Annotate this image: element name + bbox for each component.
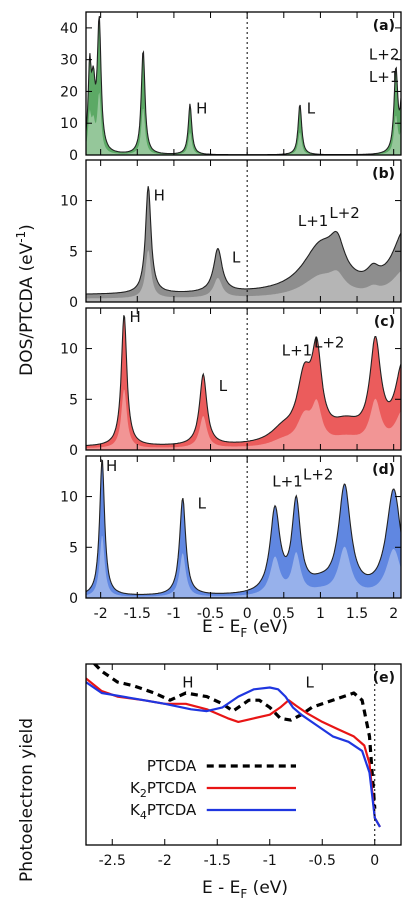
x-tick-label-e: -0.5: [309, 853, 336, 869]
panel-d: 0 5 10 -2 -1.5 -1 -0.5 0 0.5 1 1.5 2 (d) H L L+1 L+2: [60, 455, 402, 622]
panel-label-c: (c): [374, 314, 395, 330]
panel-c: 0 5 10 (c) H L L+1 L+2: [60, 307, 402, 459]
x-tick-label-d: 2: [389, 606, 398, 622]
panel-label-a: (a): [373, 18, 395, 34]
plot-area-e: [86, 664, 381, 828]
y-tick-label-d: 10: [60, 490, 78, 506]
x-tick-label-d: 0: [243, 606, 252, 622]
dos-inner-c: [86, 389, 401, 450]
dos-line-d: [86, 458, 401, 595]
legend-label-k4ptcda: K4PTCDA: [130, 801, 197, 822]
peak-label-d: L+1: [272, 472, 302, 490]
frame-e: [85, 663, 402, 846]
x-tick-label-d: 1: [316, 606, 325, 622]
dos-inner-a: [86, 92, 401, 155]
panel-a: 0 10 20 30 40 (a) H L L+2 L+1: [60, 11, 402, 164]
peak-label-e: H: [182, 674, 193, 692]
dos-inner-d: [86, 535, 401, 598]
x-tick-label-e: -2.5: [99, 853, 126, 869]
y-tick-label-d: 5: [69, 540, 78, 556]
peak-label-a: L: [307, 100, 316, 118]
x-tick-label-d: -1: [167, 606, 181, 622]
plot-area-d: [86, 458, 401, 598]
y-tick-label-a: 0: [69, 148, 78, 164]
dos-fill-a: [86, 16, 401, 155]
series-line-ptcda: [92, 664, 377, 809]
y-tick-label-b: 5: [69, 244, 78, 260]
panel-label-d: (d): [372, 462, 395, 478]
y-tick-label-c: 0: [69, 443, 78, 459]
top-y-axis-title: DOS/PTCDA (eV-1): [14, 224, 37, 376]
panel-b: 0 5 10 (b) H L L+1 L+2: [60, 159, 402, 311]
x-tick-label-d: -1.5: [124, 606, 151, 622]
peak-label-c: H: [129, 308, 140, 326]
peak-label-a: L+1: [369, 68, 399, 86]
dos-fill-b: [86, 186, 401, 302]
frame-b: [85, 159, 402, 303]
peak-label-a: H: [196, 100, 207, 118]
y-tick-label-c: 5: [69, 392, 78, 408]
y-tick-label-b: 10: [60, 194, 78, 210]
panel-label-e: (e): [373, 670, 395, 686]
dos-line-c: [86, 315, 401, 447]
x-tick-label-d: 0.5: [273, 606, 295, 622]
bottom-x-axis-title: E - EF (eV): [202, 878, 288, 901]
x-tick-label-d: -0.5: [197, 606, 224, 622]
plot-area-b: [86, 186, 401, 302]
y-tick-label-a: 40: [60, 21, 78, 37]
y-tick-label-a: 10: [60, 116, 78, 132]
frame-d: [85, 455, 402, 599]
peak-label-b: L: [232, 248, 241, 266]
peak-label-d: L: [198, 495, 207, 513]
y-tick-label-d: 0: [69, 591, 78, 607]
dos-line-b: [86, 186, 401, 295]
dos-fill-c: [86, 315, 401, 450]
x-tick-label-e: 0: [370, 853, 379, 869]
x-tick-label-e: -1: [263, 853, 277, 869]
top-x-axis-title: E - EF (eV): [202, 617, 288, 640]
peak-label-b: H: [154, 187, 165, 205]
dos-line-a: [86, 16, 401, 155]
legend-label-k2ptcda: K2PTCDA: [130, 779, 197, 800]
y-tick-label-a: 30: [60, 53, 78, 69]
y-tick-label-a: 20: [60, 84, 78, 100]
peak-label-c: L+2: [314, 334, 344, 352]
panel-e: -2.5 -2 -1.5 -1 -0.5 0 (e) H L PTCDA K2PTCDAK4PTCD…: [85, 663, 402, 869]
x-tick-label-e: -1.5: [204, 853, 231, 869]
legend-label-ptcda: PTCDA: [147, 757, 197, 775]
peak-label-d: L+2: [303, 465, 333, 483]
panel-label-b: (b): [372, 166, 395, 182]
peak-label-c: L+1: [282, 342, 312, 360]
x-tick-label-e: -2: [158, 853, 172, 869]
series-line-k4ptcda: [86, 681, 381, 828]
peak-label-a: L+2: [369, 46, 399, 64]
plot-area-c: [86, 315, 401, 450]
peak-label-b: L+2: [329, 204, 359, 222]
x-tick-label-d: -2: [94, 606, 108, 622]
peak-label-b: L+1: [298, 212, 328, 230]
dos-inner-b: [86, 249, 401, 302]
bottom-y-axis-title: Photoelectron yield: [17, 718, 37, 882]
frame-c: [85, 307, 402, 451]
peak-label-e: L: [305, 674, 314, 692]
y-tick-label-b: 0: [69, 295, 78, 311]
peak-label-d: H: [106, 457, 117, 475]
frame-a: [85, 11, 402, 156]
peak-label-c: L: [219, 377, 228, 395]
dos-fill-d: [86, 460, 401, 598]
y-tick-label-c: 10: [60, 342, 78, 358]
plot-area-a: [86, 16, 401, 155]
x-tick-label-d: 1.5: [346, 606, 368, 622]
